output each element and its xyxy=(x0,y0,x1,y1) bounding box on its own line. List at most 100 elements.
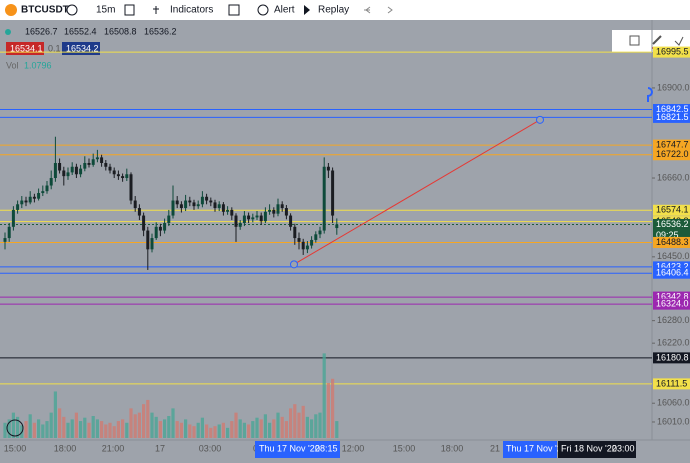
volume-bar xyxy=(16,416,20,438)
price-label: 16180.8 xyxy=(656,352,689,362)
candle-body xyxy=(188,200,192,203)
candle-body xyxy=(133,200,137,209)
price-label-box xyxy=(653,298,690,310)
candle-body xyxy=(230,209,234,216)
price-label: 16406.4 xyxy=(656,268,689,278)
volume-bar xyxy=(268,422,272,438)
x-tick-label: 21 xyxy=(490,443,500,453)
volume-bar xyxy=(192,426,196,438)
candle-body xyxy=(179,204,183,209)
volume-bar xyxy=(158,421,162,438)
volume-bar xyxy=(226,427,230,438)
range-start: Thu 17 Nov '22 xyxy=(506,443,567,453)
volume-bar xyxy=(167,416,171,438)
buy-price[interactable]: 16534.2 xyxy=(66,43,99,53)
volume-bar xyxy=(28,414,32,438)
trend-handle[interactable] xyxy=(290,260,298,269)
candle-body xyxy=(289,215,293,227)
volume-bar xyxy=(150,412,154,438)
volume-bar xyxy=(322,353,326,438)
candle-body xyxy=(112,170,116,175)
volume-bar xyxy=(301,405,305,438)
ohlc-high: 16552.4 xyxy=(64,26,97,36)
y-tick-label: 16220.0 xyxy=(657,338,690,348)
volume-bar xyxy=(70,419,74,438)
candle-body xyxy=(146,230,150,250)
candle-body xyxy=(16,204,20,210)
price-label-box xyxy=(653,236,690,248)
candle-body xyxy=(100,157,104,164)
candle-body xyxy=(209,200,213,203)
volume-bar xyxy=(205,424,209,438)
volume-bar xyxy=(276,412,280,438)
volume-bar xyxy=(230,421,234,438)
volume-bar xyxy=(263,414,267,438)
crosshair-time-box xyxy=(255,441,340,458)
redo-button[interactable] xyxy=(387,6,393,14)
volume-bar xyxy=(32,422,36,438)
candle-body xyxy=(293,226,297,239)
trend-handle[interactable] xyxy=(536,115,544,124)
candle-body xyxy=(247,215,251,220)
toolbar-button[interactable] xyxy=(674,36,684,46)
symbol-icon xyxy=(5,4,17,16)
candle-body xyxy=(70,166,74,173)
candle-body xyxy=(238,223,242,227)
volume-bar xyxy=(238,419,242,438)
x-tick-label: 21:00 xyxy=(102,443,125,453)
volume-bar xyxy=(154,416,158,438)
candle-body xyxy=(331,170,335,216)
volume-bar xyxy=(234,412,238,438)
x-tick-label: 12:00 xyxy=(342,443,365,453)
volume-bar xyxy=(272,419,276,438)
tradingview-logo xyxy=(6,419,24,437)
price-label-box xyxy=(653,267,690,279)
volume-bar xyxy=(297,412,301,438)
candle-body xyxy=(196,204,200,207)
symbol[interactable]: BTCUSDT xyxy=(21,5,69,16)
volume-bar xyxy=(37,419,41,438)
candle-body xyxy=(318,230,322,235)
volume-bar xyxy=(251,421,255,438)
volume-bar xyxy=(188,424,192,438)
interval[interactable]: 15m xyxy=(96,5,115,16)
alert-button[interactable]: Alert xyxy=(274,5,295,16)
candle-body xyxy=(116,174,120,177)
pen-button[interactable] xyxy=(652,35,662,45)
indicators-button[interactable]: Indicators xyxy=(170,5,213,16)
volume-bar xyxy=(259,419,263,438)
add-symbol-button[interactable] xyxy=(66,4,78,16)
alert-marker xyxy=(647,87,653,102)
legend: 16526.7 16552.4 16508.8 16536.2 16534.1 … xyxy=(5,26,177,70)
candle-body xyxy=(125,174,129,179)
volume-bar xyxy=(255,417,259,438)
volume-bar xyxy=(100,421,104,438)
toolbar-button[interactable] xyxy=(629,35,640,46)
price-label: 16747.7 xyxy=(656,139,689,149)
candle-body xyxy=(41,191,45,194)
candle-body xyxy=(305,245,309,250)
volume-bar xyxy=(318,412,322,438)
price-label: 16821.5 xyxy=(656,112,689,122)
countdown: 09:25 xyxy=(656,230,679,240)
volume-bar xyxy=(116,421,120,438)
volume-bar xyxy=(91,416,95,438)
spread: 0.1 xyxy=(48,43,61,53)
volume-bar xyxy=(163,419,167,438)
replay-button[interactable]: Replay xyxy=(318,5,349,16)
volume-bar xyxy=(221,422,225,438)
sell-price[interactable]: 16534.1 xyxy=(10,43,43,53)
candle-body xyxy=(129,174,133,201)
candle-body xyxy=(3,238,7,242)
volume-bar xyxy=(41,424,45,438)
volume-bar xyxy=(314,414,318,438)
layout-button[interactable] xyxy=(228,4,240,16)
volume-bar xyxy=(179,422,183,438)
undo-button[interactable] xyxy=(364,6,371,14)
chart-type-button[interactable] xyxy=(124,4,135,16)
candle-body xyxy=(221,204,225,212)
price-label: 16574.1 xyxy=(656,205,689,215)
candle-body xyxy=(66,172,70,177)
volume-bar xyxy=(133,414,137,438)
